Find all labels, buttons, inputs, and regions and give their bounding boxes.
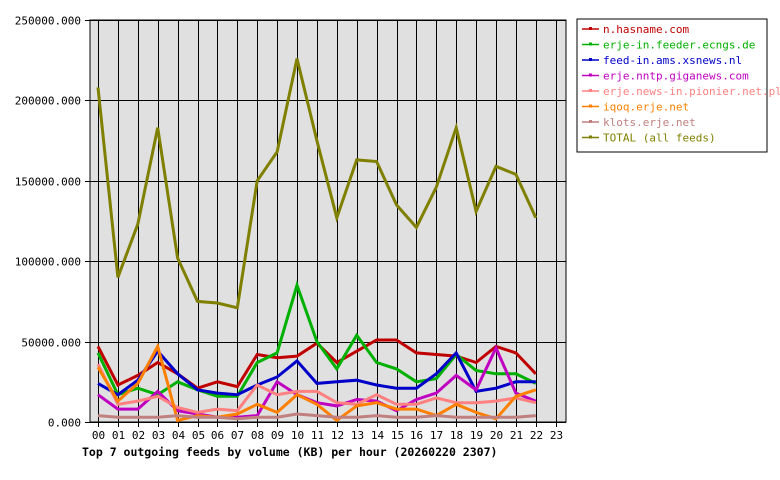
legend-item: TOTAL (all feeds) — [582, 132, 716, 145]
series-line-klots-erje-net — [97, 412, 536, 421]
x-tick-label: 19 — [470, 429, 483, 442]
legend-item: erje.news-in.pionier.net.pl — [582, 85, 780, 98]
x-tick-label: 18 — [450, 429, 463, 442]
legend-label: feed-in.ams.xsnews.nl — [603, 54, 742, 67]
legend-marker-icon — [589, 135, 592, 139]
y-tick-label: 200000.000 — [15, 95, 81, 108]
legend-item: erje.nntp.giganews.com — [582, 70, 749, 83]
x-tick-label: 10 — [291, 429, 304, 442]
series-line-feed-in-ams-xsnews-nl — [97, 348, 536, 397]
legend-item: klots.erje.net — [582, 116, 696, 129]
series-lines — [96, 58, 538, 423]
x-tick-label: 11 — [311, 429, 324, 442]
legend-item: iqoq.erje.net — [582, 101, 689, 114]
legend-marker-icon — [589, 89, 592, 92]
y-tick-label: 250000.000 — [15, 15, 81, 28]
legend-item: erje-in.feeder.ecngs.de — [582, 39, 755, 52]
series-line-erje-in-feeder-ecngs-de — [96, 280, 537, 398]
legend-item: feed-in.ams.xsnews.nl — [582, 54, 742, 67]
legend-box — [576, 18, 768, 153]
chart-title: Top 7 outgoing feeds by volume (KB) per … — [82, 445, 497, 459]
x-tick-label: 07 — [231, 429, 244, 442]
x-tick-label: 01 — [112, 429, 125, 442]
x-tick-label: 23 — [550, 429, 563, 442]
legend-label: klots.erje.net — [603, 116, 696, 129]
legend-label: iqoq.erje.net — [603, 101, 689, 114]
legend-label: erje.news-in.pionier.net.pl — [603, 85, 780, 98]
legend-marker-icon — [589, 73, 592, 77]
x-tick-label: 00 — [92, 429, 105, 442]
x-tick-label: 14 — [371, 429, 385, 442]
legend: n.hasname.com erje-in.feeder.ecngs.de feed… — [576, 18, 780, 153]
legend-marker-icon — [589, 120, 592, 123]
x-tick-label: 22 — [530, 429, 543, 442]
x-tick-label: 08 — [251, 429, 264, 442]
legend-label: erje.nntp.giganews.com — [603, 70, 749, 83]
series-line-total-all-feeds- — [96, 58, 538, 310]
y-tick-label: 50000.000 — [21, 337, 81, 350]
x-tick-label: 03 — [152, 429, 165, 442]
x-tick-label: 05 — [192, 429, 205, 442]
legend-item: n.hasname.com — [582, 23, 689, 36]
x-tick-label: 17 — [430, 429, 443, 442]
x-tick-label: 13 — [351, 429, 364, 442]
x-tick-label: 20 — [490, 429, 503, 442]
x-tick-label: 16 — [410, 429, 423, 442]
y-axis: 0.000 50000.000 100000.000 150000.000 200000… — [15, 15, 81, 430]
y-tick-label: 100000.000 — [15, 256, 81, 269]
y-tick-label: 150000.000 — [15, 176, 81, 189]
x-tick-label: 02 — [132, 429, 145, 442]
legend-marker-icon — [589, 42, 592, 46]
legend-marker-icon — [589, 104, 592, 108]
x-tick-label: 04 — [172, 429, 186, 442]
x-tick-label: 15 — [391, 429, 404, 442]
x-tick-label: 09 — [271, 429, 284, 442]
legend-label: erje-in.feeder.ecngs.de — [603, 39, 755, 52]
legend-marker-icon — [589, 27, 592, 30]
series-line-iqoq-erje-net — [96, 342, 537, 423]
legend-marker-icon — [589, 58, 592, 61]
x-axis: 00 01 02 03 04 05 06 07 08 09 10 11 12 13 14 15 16 17 18 19… — [92, 422, 563, 442]
x-tick-label: 12 — [331, 429, 344, 442]
x-tick-label: 06 — [211, 429, 224, 442]
series-line-erje-news-in-pionier-net-pl — [96, 363, 537, 414]
x-tick-label: 21 — [510, 429, 523, 442]
y-tick-label: 0.000 — [48, 417, 81, 430]
legend-label: n.hasname.com — [603, 23, 689, 36]
legend-label: TOTAL (all feeds) — [603, 132, 716, 145]
